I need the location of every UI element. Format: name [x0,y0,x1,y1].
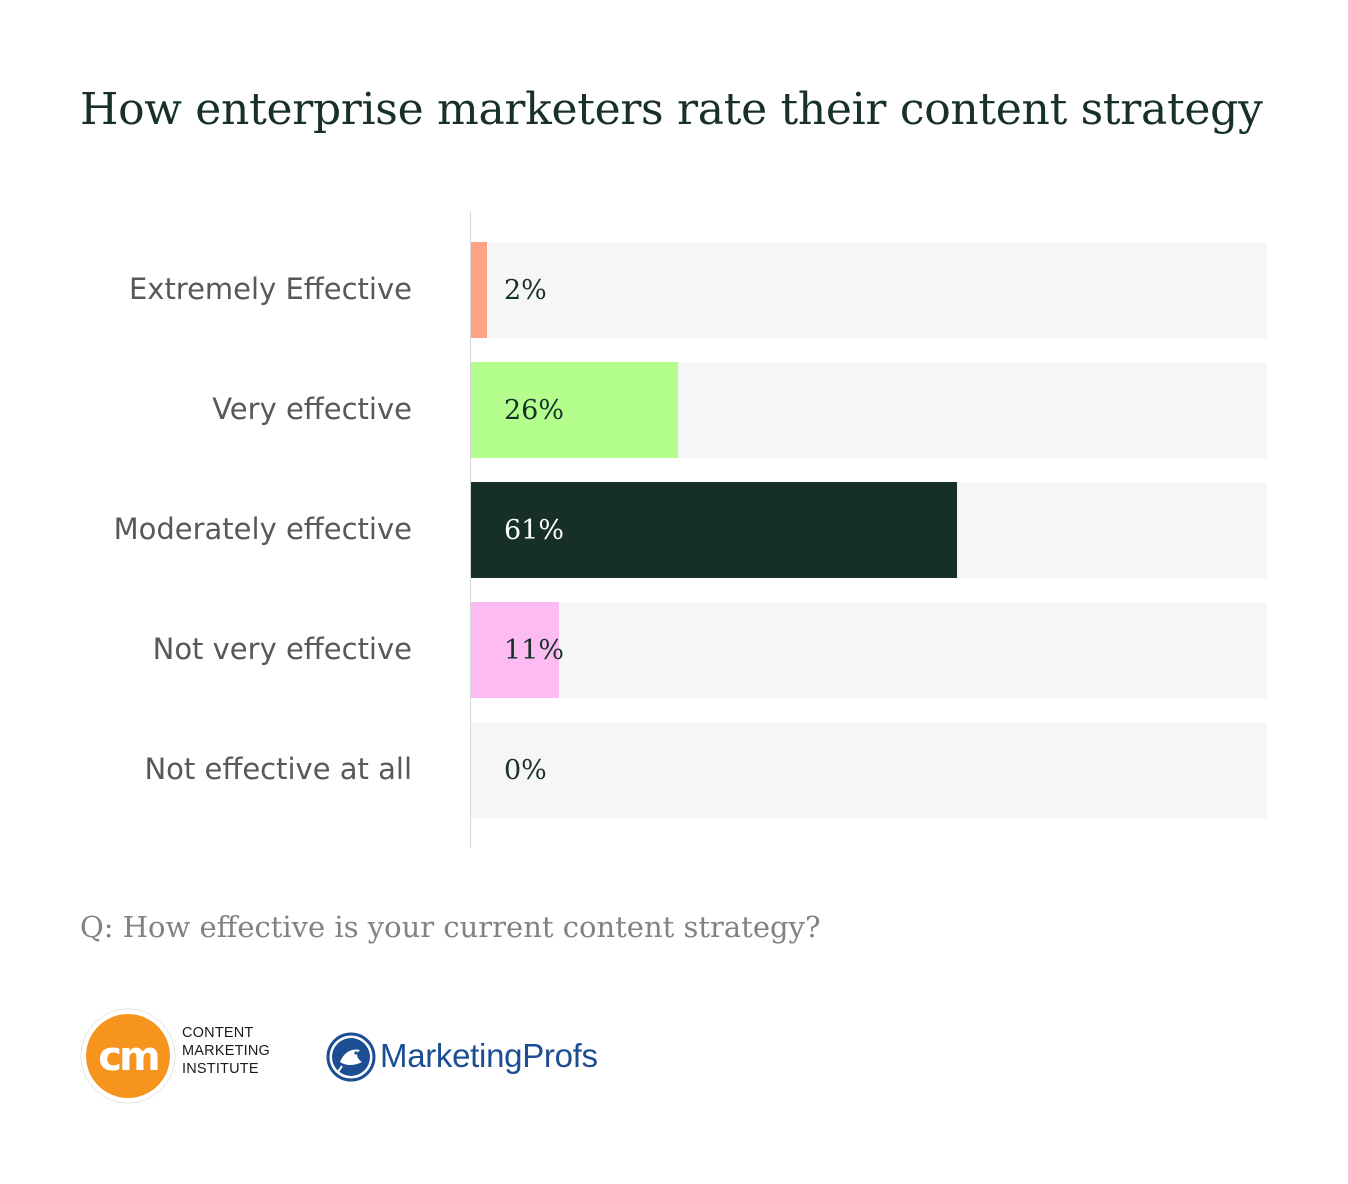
category-label: Moderately effective [113,512,412,546]
bar [471,602,559,698]
category-label: Extremely Effective [128,272,412,306]
cmi-logo: cm CONTENT MARKETING INSTITUTE [80,1008,290,1104]
value-label: 26% [504,395,565,426]
cmi-logo-mark: cm [80,1008,176,1104]
bar [471,242,487,338]
bar-track [471,722,1267,818]
category-label: Not effective at all [144,752,412,786]
category-label: Not very effective [152,632,412,666]
bar [471,482,957,578]
marketingprofs-logo: MarketingProfs [326,1030,626,1082]
bar-track [471,242,1267,338]
bar-track [471,602,1267,698]
y-axis-line [470,212,471,848]
cmi-logo-text: CONTENT MARKETING INSTITUTE [182,1025,270,1077]
value-label: 0% [504,755,547,786]
category-label: Very effective [212,392,412,426]
survey-question: Q: How effective is your current content… [80,910,821,944]
value-label: 11% [504,635,565,666]
bar [471,362,678,458]
value-label: 2% [504,275,547,306]
value-label: 61% [504,515,565,546]
chart-title: How enterprise marketers rate their cont… [80,84,1263,135]
bird-icon [326,1032,376,1082]
marketingprofs-logo-text: MarketingProfs [380,1037,598,1074]
svg-text:cm: cm [98,1034,158,1080]
bar-chart: Extremely Effective 2% Very effective 26% Mo… [113,212,1267,848]
